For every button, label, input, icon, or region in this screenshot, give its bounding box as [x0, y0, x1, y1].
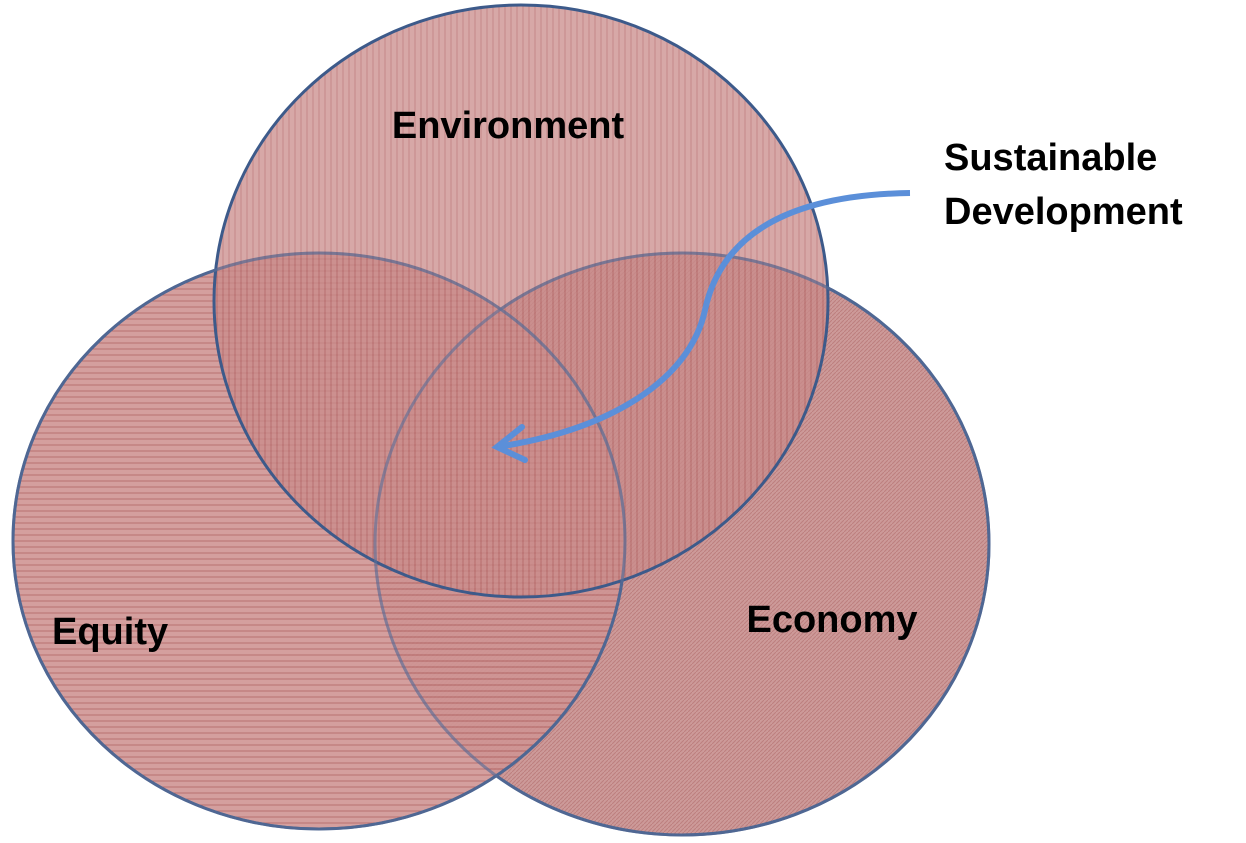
arrow	[496, 190, 911, 450]
circle-label: Equity	[52, 611, 168, 653]
environment-circle	[212, 3, 830, 599]
circle-label: Economy	[746, 599, 917, 641]
arrow-head	[491, 424, 528, 463]
annotation: Development	[944, 191, 1183, 233]
circle-label: Environment	[392, 105, 625, 147]
annotation: Sustainable	[944, 137, 1157, 179]
